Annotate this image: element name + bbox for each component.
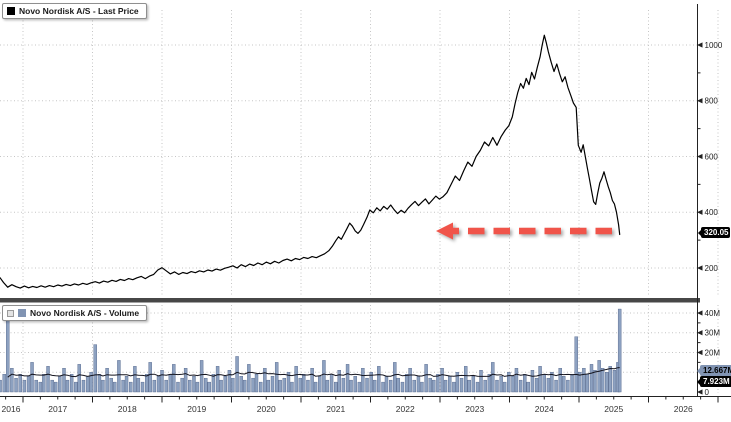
x-axis-year-label: 2020 [257,404,276,414]
volume-tick-label: 0 [705,388,710,397]
x-axis-year-label: 2023 [465,404,484,414]
x-axis-year-label: 2026 [674,404,693,414]
price-line [0,34,621,289]
x-axis-year-label: 2017 [48,404,67,414]
price-tick-label: 200 [705,264,719,273]
x-axis-year-label: 2025 [604,404,623,414]
volume-ma-line [7,367,620,378]
price-tick-label: 800 [705,97,719,106]
volume-tick-label: 20M [705,348,721,357]
volume-average-badge: 7.923M [697,376,731,387]
axes [0,4,731,397]
pane-separator [0,298,700,303]
price-tick-label: 400 [705,208,719,217]
x-axis-year-label: 2021 [326,404,345,414]
price-legend-label: Novo Nordisk A/S - Last Price [19,6,139,16]
volume-axis: 40M 30M 20M 0 [697,309,720,397]
badge-tip-icon [697,367,700,374]
volume-last-badge: 12.667M [697,365,731,376]
volume-legend-marker-icon [18,309,26,317]
x-axis-year-label: 2022 [396,404,415,414]
price-legend-marker-icon [7,7,15,15]
volume-legend-label: Novo Nordisk A/S - Volume [30,308,140,318]
x-axis-year-label: 2016 [2,404,21,414]
last-price-badge: 320.05 [698,227,731,238]
badge-tip-icon [697,378,700,385]
gridlines [0,10,719,393]
x-axis: 2016 2017 2018 2019 2020 2021 2022 2023 2024 2025… [2,396,719,414]
x-axis-year-label: 2019 [187,404,206,414]
x-axis-year-label: 2024 [535,404,554,414]
price-axis: 1000 800 600 400 200 [697,41,723,273]
trend-arrow [436,222,612,240]
price-legend[interactable]: Novo Nordisk A/S - Last Price [2,3,147,19]
volume-tick-label: 40M [705,309,721,318]
volume-tick-label: 30M [705,329,721,338]
badge-tip-icon [698,229,701,236]
price-tick-label: 1000 [705,41,723,50]
x-axis-year-label: 2018 [118,404,137,414]
volume-legend-secondary-marker-icon [7,309,14,317]
price-tick-label: 600 [705,152,719,161]
volume-legend[interactable]: Novo Nordisk A/S - Volume [2,305,148,321]
volume-bars [0,308,622,393]
